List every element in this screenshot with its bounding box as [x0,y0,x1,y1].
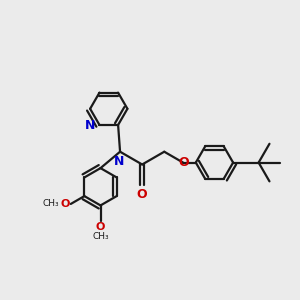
Text: CH₃: CH₃ [42,200,59,208]
Text: O: O [137,188,148,201]
Text: CH₃: CH₃ [92,232,109,241]
Text: O: O [179,156,189,169]
Text: N: N [114,155,124,168]
Text: N: N [85,119,95,132]
Text: O: O [60,199,70,209]
Text: O: O [96,222,105,232]
